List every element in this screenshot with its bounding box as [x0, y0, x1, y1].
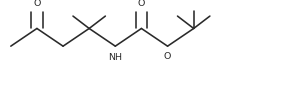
Text: O: O: [164, 52, 171, 61]
Text: NH: NH: [108, 53, 122, 62]
Text: O: O: [33, 0, 41, 8]
Text: O: O: [138, 0, 145, 8]
